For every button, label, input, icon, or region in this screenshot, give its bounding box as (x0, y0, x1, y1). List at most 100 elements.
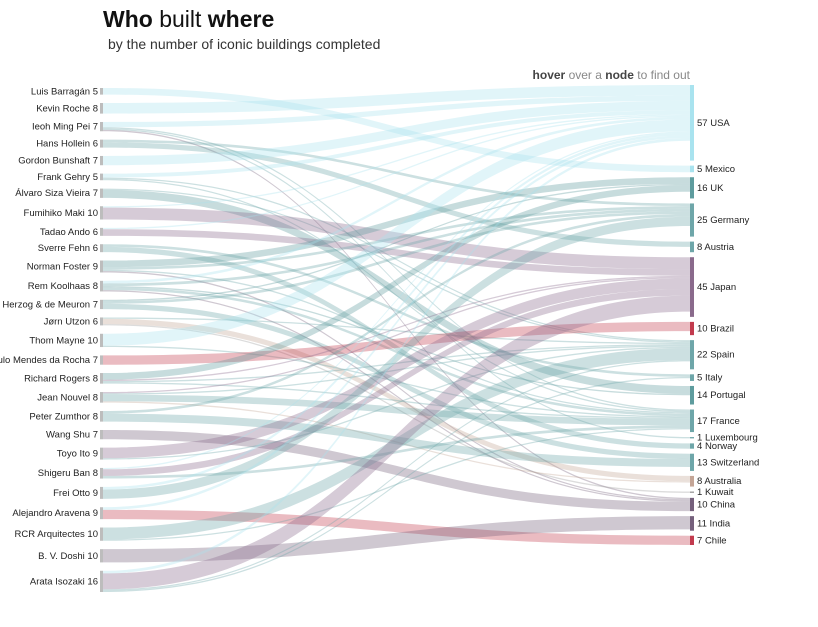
source-name: Wang Shu (46, 429, 90, 440)
source-label: Jørn Utzon 6 (44, 316, 98, 327)
link (103, 185, 690, 380)
source-node (100, 317, 103, 326)
target-label: 1 Kuwait (697, 487, 734, 498)
source-value: 5 (93, 86, 98, 97)
link (103, 321, 690, 365)
source-value: 7 (93, 355, 98, 366)
link (103, 287, 690, 417)
target-node (690, 443, 694, 449)
source-value: 10 (87, 529, 98, 540)
target-value: 7 (697, 535, 702, 546)
hint: hover over a node to find out (533, 68, 690, 82)
target-node (690, 409, 694, 433)
target-node (690, 437, 694, 439)
link (103, 516, 690, 563)
source-label: Norman Foster 9 (27, 261, 98, 272)
source-node (100, 280, 103, 292)
link (103, 88, 690, 173)
target-node (690, 516, 694, 531)
link (103, 345, 690, 395)
link (103, 244, 690, 377)
source-name: Jørn Utzon (44, 316, 90, 327)
target-value: 4 (697, 441, 702, 452)
link (103, 207, 690, 270)
target-node (690, 241, 694, 253)
source-node (100, 429, 103, 440)
target-value: 25 (697, 215, 708, 226)
source-node (100, 173, 103, 181)
source-label: Richard Rogers 8 (24, 373, 98, 384)
target-value: 5 (697, 372, 702, 383)
source-name: Kevin Roche (36, 103, 90, 114)
source-value: 5 (93, 171, 98, 182)
link (103, 188, 690, 343)
source-label: Kevin Roche 8 (36, 103, 98, 114)
target-value: 5 (697, 163, 702, 174)
target-name: Switzerland (710, 457, 759, 468)
target-node (690, 453, 694, 471)
source-label: Luis Barragán 5 (31, 86, 98, 97)
target-value: 11 (697, 518, 707, 529)
link (103, 345, 690, 418)
source-label: Paulo Mendes da Rocha 7 (0, 355, 98, 366)
target-name: Portugal (710, 390, 745, 401)
link (103, 110, 690, 178)
link (103, 425, 690, 479)
link (103, 303, 690, 459)
title-part: built (159, 6, 202, 32)
target-node (690, 165, 694, 173)
source-node (100, 333, 103, 348)
link (103, 138, 690, 574)
link (103, 413, 690, 467)
source-label: Alejandro Aravena 9 (12, 508, 98, 519)
source-value: 8 (93, 103, 98, 114)
source-label: Hans Hollein 6 (36, 138, 98, 149)
source-label: Peter Zumthor 8 (29, 411, 98, 422)
source-value: 6 (93, 316, 98, 327)
link (103, 214, 690, 414)
target-value: 8 (697, 476, 702, 487)
source-name: Paulo Mendes da Rocha (0, 355, 91, 366)
source-value: 7 (93, 429, 98, 440)
target-name: Luxembourg (705, 432, 758, 443)
target-label: 45 Japan (697, 282, 736, 293)
source-name: Frank Gehry (37, 171, 90, 182)
target-node (690, 203, 694, 237)
source-label: Fumihiko Maki 10 (24, 207, 98, 218)
source-node (100, 299, 103, 310)
source-node (100, 155, 103, 166)
target-label: 1 Luxembourg (697, 432, 758, 443)
link (103, 509, 690, 545)
target-label: 25 Germany (697, 215, 750, 226)
source-node (100, 549, 103, 563)
title-part: Who (103, 6, 153, 32)
target-value: 10 (697, 323, 708, 334)
link (103, 178, 690, 413)
link (103, 216, 690, 499)
target-value: 45 (697, 282, 708, 293)
link (103, 324, 690, 493)
target-value: 16 (697, 182, 708, 193)
source-value: 8 (93, 373, 98, 384)
source-label: Wang Shu 7 (46, 429, 98, 440)
target-label: 57 USA (697, 117, 730, 128)
source-node (100, 507, 103, 520)
hint-part: to find out (637, 68, 690, 82)
source-value: 6 (93, 243, 98, 254)
source-name: Thom Mayne (29, 335, 84, 346)
source-name: Arata Isozaki (30, 576, 85, 587)
source-label: RCR Arquitectes 10 (15, 529, 98, 540)
link (103, 128, 690, 439)
source-node (100, 392, 103, 403)
source-node (100, 447, 103, 460)
target-name: Japan (710, 282, 736, 293)
source-name: Richard Rogers (24, 373, 90, 384)
source-value: 9 (93, 487, 98, 498)
source-value: 7 (93, 155, 98, 166)
source-value: 16 (87, 576, 98, 587)
link (103, 132, 690, 490)
target-name: Chile (705, 535, 727, 546)
target-label: 13 Switzerland (697, 457, 759, 468)
target-node (690, 85, 694, 161)
